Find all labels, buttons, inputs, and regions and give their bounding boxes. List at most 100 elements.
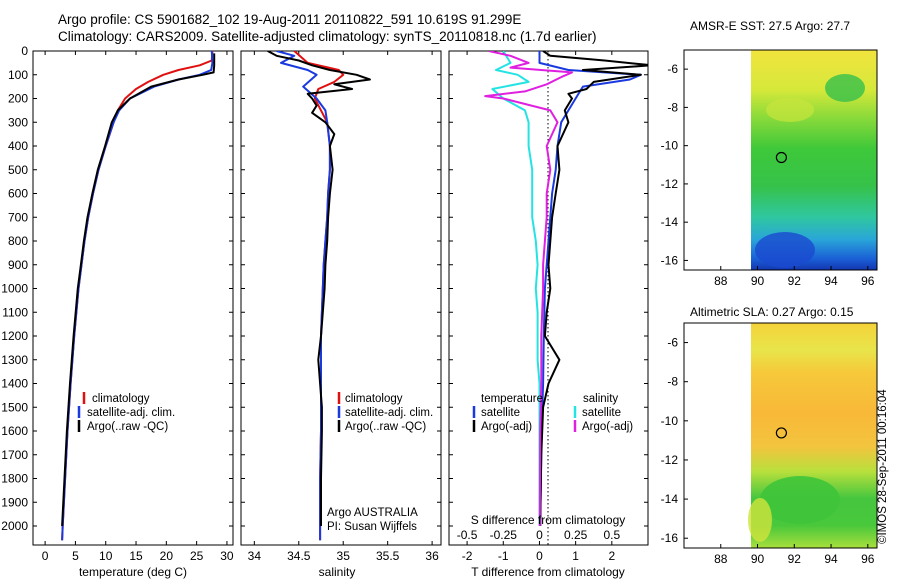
x-tick-label: 20 <box>160 549 174 563</box>
series-line-temperature-satellite <box>538 51 642 527</box>
y-tick-label: 1700 <box>1 448 28 462</box>
depth-axis: 0 100 200 300 400 500 600 700 800 900 1000 1100 1200… <box>1 44 648 533</box>
y-tick-label: 1600 <box>1 424 28 438</box>
salinity-x-label: salinity <box>319 565 356 579</box>
y-tick-label: 1800 <box>1 472 28 486</box>
map-x-tick-label: 94 <box>824 552 838 566</box>
map-x-tick-label: 92 <box>788 552 802 566</box>
legend-label-satellite: satellite-adj. clim. <box>87 407 175 419</box>
legend-label-argo: Argo(..raw -QC) <box>345 421 426 433</box>
x-tick-label: 30 <box>220 549 234 563</box>
x-tick-label: 0 <box>536 549 543 563</box>
x-tick-label: -2 <box>462 549 473 563</box>
temperature-x-axis: 0 5 10 15 20 25 30 <box>42 51 234 563</box>
map-x-tick-label: 96 <box>861 274 875 288</box>
legend-label-t-satellite: satellite <box>481 407 520 419</box>
y-tick-label: 1100 <box>2 305 28 319</box>
map-y-tick-label: -16 <box>661 531 679 545</box>
y-tick-label: 1300 <box>1 353 28 367</box>
y-tick-label: 1000 <box>1 282 28 296</box>
map-x-tick-label: 88 <box>714 552 728 566</box>
map-x-tick-label: 90 <box>751 552 765 566</box>
map-y-tick-label: -6 <box>667 336 678 350</box>
series-line-argo-raw-qc <box>267 51 371 526</box>
x-tick-label: 35.5 <box>376 549 400 563</box>
argo-position-marker <box>775 151 788 164</box>
x-tick-label: 36 <box>425 549 439 563</box>
legend-header-salinity: salinity <box>583 393 618 405</box>
x-tick-label: 1 <box>572 549 579 563</box>
sla-edge-patch <box>748 498 772 542</box>
x-tick-label: -1 <box>498 549 509 563</box>
s-difference-tick-label: 0.25 <box>564 528 588 542</box>
sst-map-title: AMSR-E SST: 27.5 Argo: 27.7 <box>690 19 851 33</box>
sla-map: 88 90 92 94 96 -6 -8 -10 -12 -14 -16 <box>661 322 878 566</box>
x-tick-label: 10 <box>99 549 113 563</box>
map-y-tick-label: -10 <box>661 414 679 428</box>
sla-map-title: Altimetric SLA: 0.27 Argo: 0.15 <box>690 305 854 319</box>
y-tick-label: 1900 <box>1 495 28 509</box>
map-x-tick-label: 96 <box>861 552 875 566</box>
series-line-salinity-satellite <box>491 51 541 526</box>
map-y-tick-label: -12 <box>661 453 679 467</box>
legend-label-satellite: satellite-adj. clim. <box>345 407 433 419</box>
y-tick-label: 700 <box>8 210 28 224</box>
map-y-tick-label: -14 <box>661 215 679 229</box>
salinity-panel <box>240 50 442 546</box>
t-difference-x-label: T difference from climatology <box>471 565 625 579</box>
salinity-x-axis: 34 34.5 35 35.5 36 <box>248 51 439 563</box>
x-tick-label: 34 <box>248 549 262 563</box>
y-tick-label: 400 <box>8 139 28 153</box>
series-line-temperature-argo-adj <box>539 51 648 527</box>
legend-label-argo: Argo(..raw -QC) <box>87 421 168 433</box>
x-tick-label: 34.5 <box>287 549 311 563</box>
sst-map: 88 90 92 94 96 -6 -8 -10 -12 -14 -16 <box>661 49 878 288</box>
map-y-tick-label: -8 <box>667 100 678 114</box>
y-tick-label: 0 <box>21 44 28 58</box>
map-x-tick-label: 90 <box>751 274 765 288</box>
legend-label-climatology: climatology <box>345 393 403 405</box>
series-line-argo-raw-qc <box>61 53 216 527</box>
sla-low-patch <box>760 476 840 524</box>
y-tick-label: 2000 <box>1 519 28 533</box>
argo-agency-label: Argo AUSTRALIA <box>327 507 418 519</box>
map-y-tick-label: -10 <box>661 139 679 153</box>
s-difference-tick-label: -0.25 <box>490 528 518 542</box>
x-tick-label: 35 <box>337 549 351 563</box>
sst-cold-patch <box>755 232 815 268</box>
map-y-tick-label: -8 <box>667 375 678 389</box>
s-difference-label: S difference from climatology <box>471 513 626 527</box>
y-tick-label: 500 <box>8 163 28 177</box>
sst-cool-patch <box>825 74 865 102</box>
s-difference-x-axis: -0.5 -0.25 0 0.25 0.5 <box>457 528 621 542</box>
y-tick-label: 300 <box>8 115 28 129</box>
difference-series <box>484 51 648 527</box>
y-tick-label: 800 <box>8 234 28 248</box>
map-y-tick-label: -12 <box>661 177 679 191</box>
salinity-series <box>267 51 371 541</box>
map-x-tick-label: 88 <box>714 274 728 288</box>
y-tick-label: 200 <box>8 92 28 106</box>
legend-label-t-argo: Argo(-adj) <box>481 421 532 433</box>
legend-label-s-satellite: satellite <box>582 407 621 419</box>
salinity-legend: climatology satellite-adj. clim. Argo(..… <box>337 392 433 433</box>
temperature-panel <box>32 50 234 546</box>
x-tick-label: 2 <box>608 549 615 563</box>
y-tick-label: 1200 <box>1 329 28 343</box>
series-line-climatology <box>293 51 345 541</box>
y-tick-label: 900 <box>8 258 28 272</box>
temperature-x-label: temperature (deg C) <box>79 565 187 579</box>
x-tick-label: 0 <box>42 549 49 563</box>
map-y-tick-label: -6 <box>667 62 678 76</box>
temperature-series <box>61 51 216 541</box>
climatology-header: Climatology: CARS2009. Satellite-adjuste… <box>58 29 597 44</box>
sst-warm-patch <box>766 98 814 122</box>
series-line-satellite-adj-clim <box>61 51 214 541</box>
legend-label-s-argo: Argo(-adj) <box>582 421 633 433</box>
s-difference-tick-label: -0.5 <box>457 528 478 542</box>
map-y-tick-label: -16 <box>661 253 679 267</box>
pi-label: PI: Susan Wijffels <box>327 521 417 533</box>
y-tick-label: 100 <box>8 68 28 82</box>
map-x-tick-label: 92 <box>788 274 802 288</box>
